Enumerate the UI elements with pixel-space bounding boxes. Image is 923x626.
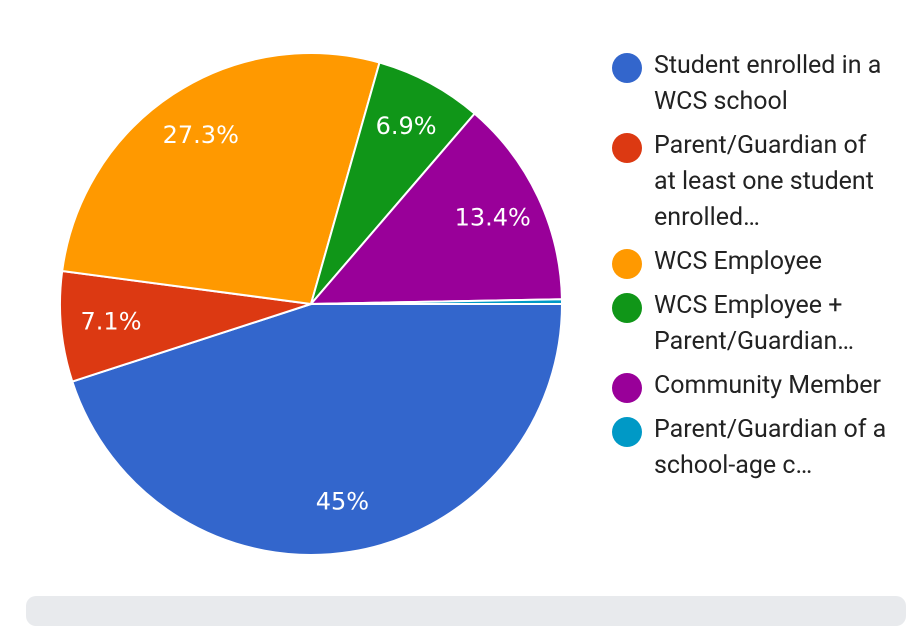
legend-label: Student enrolled in a WCS school bbox=[654, 51, 882, 116]
data-label: 13.4% bbox=[455, 204, 531, 232]
pie-slice bbox=[308, 112, 563, 306]
legend-item: WCS Employee + Parent/Guardian… bbox=[612, 288, 902, 360]
legend-swatch bbox=[612, 373, 642, 403]
legend-item: Community Member bbox=[612, 368, 902, 404]
data-label: 6.9% bbox=[376, 112, 437, 140]
data-label: 45% bbox=[316, 487, 369, 515]
legend-item: WCS Employee bbox=[612, 244, 902, 280]
chart: 45% 7.1% 27.3% 6.9% 13.4% bbox=[59, 52, 564, 556]
legend-swatch bbox=[612, 249, 642, 279]
data-label: 7.1% bbox=[81, 307, 142, 335]
pie-slice bbox=[61, 52, 381, 306]
legend-item: Parent/Guardian of at least one student … bbox=[612, 128, 902, 236]
pie-slice bbox=[71, 303, 564, 556]
pie-slice bbox=[310, 298, 564, 305]
legend-label: WCS Employee bbox=[654, 247, 823, 276]
legend-swatch bbox=[612, 53, 642, 83]
pie-slice bbox=[310, 61, 477, 305]
legend: Student enrolled in a WCS school Parent/G… bbox=[612, 48, 902, 492]
legend-label: Parent/Guardian of at least one student … bbox=[654, 131, 874, 232]
legend-item: Student enrolled in a WCS school bbox=[612, 48, 902, 120]
legend-item: Parent/Guardian of a school-age c… bbox=[612, 412, 902, 484]
legend-label: Community Member bbox=[654, 371, 882, 400]
footer-bar bbox=[26, 596, 906, 626]
legend-swatch bbox=[612, 417, 642, 447]
legend-label: WCS Employee + Parent/Guardian… bbox=[654, 291, 854, 356]
pie-slice bbox=[59, 269, 312, 383]
data-label: 27.3% bbox=[163, 121, 239, 149]
legend-swatch bbox=[612, 293, 642, 323]
page: 45% 7.1% 27.3% 6.9% 13.4% Student enrolled i… bbox=[26, 48, 906, 626]
legend-label: Parent/Guardian of a school-age c… bbox=[654, 415, 887, 480]
legend-swatch bbox=[612, 133, 642, 163]
